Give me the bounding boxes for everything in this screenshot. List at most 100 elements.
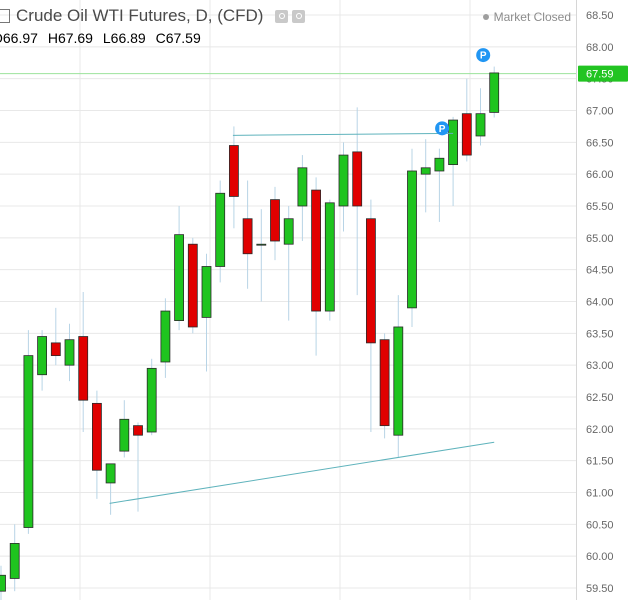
- y-tick-label: 61.50: [586, 456, 614, 468]
- y-tick-label: 62.50: [586, 392, 614, 404]
- candle-body: [215, 192, 226, 267]
- y-tick-label: 64.00: [586, 297, 614, 309]
- candle-body: [379, 339, 390, 427]
- ohlc-low: L66.89: [102, 30, 146, 46]
- collapse-icon[interactable]: [0, 9, 10, 23]
- candle: [37, 330, 47, 391]
- candle: [283, 206, 294, 321]
- candle: [448, 116, 459, 206]
- candle: [92, 390, 102, 499]
- candle-body: [407, 170, 417, 309]
- ohlc-open: O66.97: [0, 30, 38, 46]
- candle-body: [448, 119, 459, 166]
- candle: [228, 126, 239, 229]
- status-dot-icon: [482, 14, 489, 20]
- candle: [187, 237, 198, 334]
- y-tick-label: 60.50: [586, 519, 614, 531]
- y-tick-label: 68.50: [586, 10, 614, 22]
- candle-body: [434, 157, 445, 172]
- candle-body: [9, 543, 20, 579]
- y-tick-label: 67.00: [586, 106, 614, 118]
- candle: [105, 463, 116, 515]
- candle: [379, 333, 390, 439]
- candle-body: [270, 199, 280, 242]
- candle-body: [0, 574, 6, 592]
- settings-icon[interactable]: [292, 9, 306, 23]
- candle-body: [201, 266, 212, 318]
- y-tick-label: 63.50: [586, 328, 614, 340]
- y-tick-label: 61.00: [586, 488, 614, 500]
- candle: [338, 142, 349, 232]
- candle-body: [187, 243, 198, 328]
- chart-header: Crude Oil WTI Futures, D, (CFD): [0, 6, 306, 26]
- candle: [461, 78, 472, 162]
- trendline: [109, 441, 495, 504]
- candle: [297, 155, 308, 242]
- candle-body: [64, 339, 75, 366]
- symbol-title: Crude Oil WTI Futures, D, (CFD): [16, 6, 264, 25]
- candle: [146, 358, 157, 436]
- y-tick-label: 65.50: [586, 201, 614, 213]
- candle-body: [352, 151, 363, 207]
- candle: [393, 295, 404, 458]
- trendline: [232, 132, 454, 136]
- candle-body: [228, 145, 239, 197]
- ohlc-close: C67.59: [155, 30, 201, 46]
- candle: [215, 180, 226, 283]
- candle: [407, 148, 417, 327]
- candle-body: [174, 234, 185, 321]
- y-tick-label: 66.00: [586, 169, 614, 181]
- y-tick-label: 60.00: [586, 551, 614, 563]
- candle-body: [242, 218, 253, 255]
- candle-body: [50, 342, 61, 357]
- market-status: Market Closed: [482, 10, 571, 24]
- candle-body: [338, 154, 349, 207]
- position-marker-label: P: [480, 51, 487, 62]
- candle: [242, 180, 253, 289]
- candle-body: [146, 367, 157, 433]
- last-price-badge: [578, 65, 628, 82]
- candle: [133, 422, 143, 512]
- y-tick-label: 63.00: [586, 360, 614, 372]
- y-tick-label: 59.50: [586, 583, 614, 595]
- y-tick-label: 62.00: [586, 424, 614, 436]
- y-tick-label: 65.00: [586, 233, 614, 245]
- candle-body: [489, 72, 500, 113]
- candle: [352, 107, 363, 296]
- visibility-icon[interactable]: [275, 9, 289, 23]
- candle: [420, 139, 431, 213]
- candle-body: [324, 202, 335, 312]
- candle-body: [283, 218, 294, 245]
- candles: [0, 66, 500, 601]
- candle: [311, 177, 322, 356]
- ohlc-legend: O66.97 H67.69 L66.89 C67.59: [0, 30, 207, 46]
- position-marker-icon: [476, 48, 491, 63]
- candle-body: [311, 189, 322, 312]
- ohlc-high: H67.69: [47, 30, 93, 46]
- candle: [0, 565, 6, 601]
- candle-body: [160, 310, 171, 363]
- candle-body: [393, 326, 404, 436]
- candle-body: [92, 402, 102, 471]
- candle-body: [37, 336, 47, 376]
- candle-body: [297, 167, 308, 207]
- candle: [489, 66, 500, 118]
- last-price-label: 67.59: [586, 69, 614, 81]
- candle: [160, 298, 171, 378]
- candle: [23, 330, 34, 534]
- candle-body: [119, 418, 130, 452]
- candle: [475, 88, 486, 146]
- candle-body: [133, 425, 143, 436]
- candle: [365, 199, 376, 433]
- candle-body: [420, 167, 431, 175]
- candle: [50, 307, 61, 366]
- position-marker-label: P: [439, 124, 446, 135]
- candle-body: [365, 218, 376, 344]
- candle: [78, 291, 89, 433]
- candle: [201, 253, 212, 372]
- candle: [324, 199, 335, 321]
- candle-body: [23, 355, 34, 528]
- candle: [270, 186, 280, 261]
